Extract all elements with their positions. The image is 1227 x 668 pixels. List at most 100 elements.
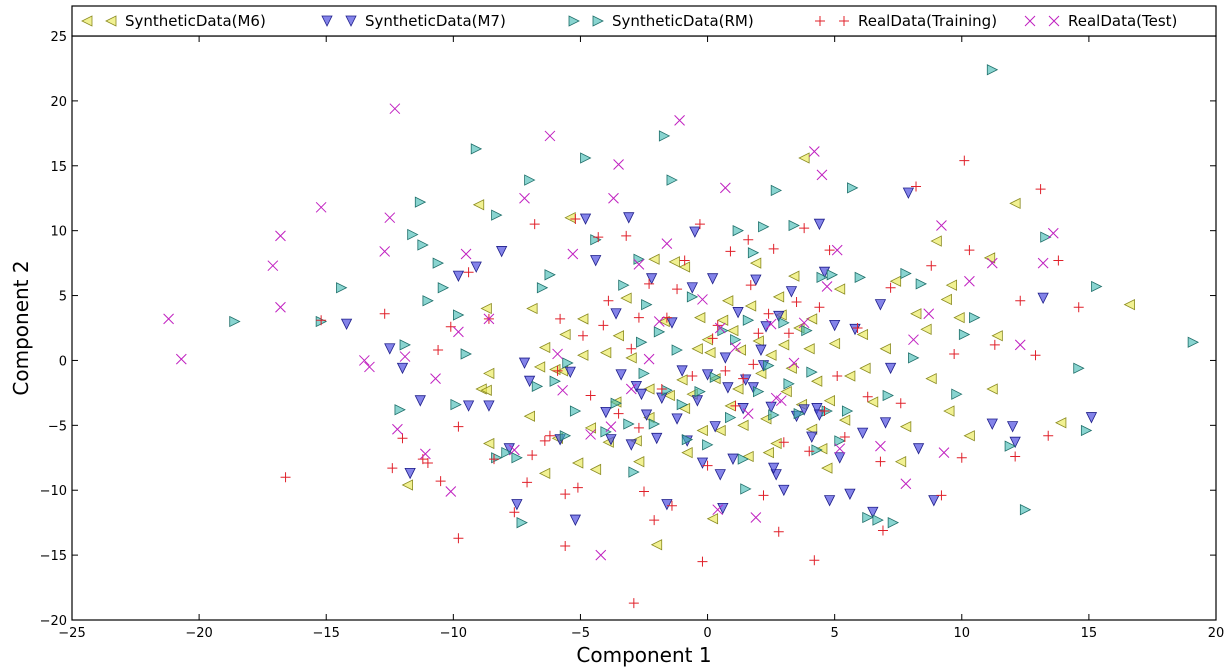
data-point bbox=[544, 430, 555, 441]
data-point bbox=[359, 355, 370, 366]
data-point bbox=[991, 330, 1003, 342]
data-point bbox=[671, 413, 683, 425]
data-point bbox=[841, 405, 854, 417]
legend-marker bbox=[839, 16, 849, 26]
data-point bbox=[379, 246, 391, 257]
data-point bbox=[894, 456, 907, 468]
data-point bbox=[788, 219, 800, 232]
data-point bbox=[1006, 421, 1019, 433]
data-point bbox=[570, 213, 581, 224]
data-point bbox=[470, 261, 482, 273]
x-tick-label: 15 bbox=[1081, 626, 1098, 641]
data-point bbox=[661, 238, 673, 249]
data-point bbox=[753, 328, 764, 339]
data-point bbox=[758, 490, 769, 501]
data-point bbox=[639, 486, 649, 497]
data-point bbox=[964, 275, 975, 287]
data-point bbox=[315, 201, 327, 213]
data-point bbox=[900, 478, 912, 490]
x-tick-label: 0 bbox=[703, 626, 711, 641]
data-point bbox=[839, 432, 850, 443]
data-point bbox=[798, 317, 810, 329]
data-point bbox=[364, 361, 375, 373]
data-point bbox=[859, 362, 871, 374]
y-tick-label: −5 bbox=[48, 419, 67, 434]
x-ticks: −25 −20 −15 −10 −5 0 5 10 15 20 bbox=[58, 36, 1224, 641]
data-point bbox=[732, 307, 744, 319]
data-point bbox=[732, 383, 744, 395]
data-point bbox=[452, 270, 465, 282]
data-point bbox=[618, 279, 630, 291]
data-point bbox=[704, 347, 716, 359]
data-point bbox=[1030, 350, 1041, 361]
data-point bbox=[316, 315, 327, 326]
data-point bbox=[404, 467, 416, 480]
data-point bbox=[816, 271, 828, 284]
data-point bbox=[653, 326, 666, 338]
data-point bbox=[463, 267, 474, 278]
data-point bbox=[489, 454, 500, 465]
data-point bbox=[1073, 362, 1085, 374]
data-point bbox=[882, 389, 894, 402]
data-point bbox=[1091, 280, 1103, 293]
data-point bbox=[600, 426, 612, 438]
data-point bbox=[1080, 424, 1093, 437]
data-point bbox=[689, 226, 701, 238]
data-point bbox=[625, 383, 637, 395]
data-point bbox=[844, 488, 856, 501]
data-point bbox=[768, 243, 779, 254]
legend: SyntheticData(M6) SyntheticData(M7) Synthe… bbox=[71, 5, 1217, 37]
data-point bbox=[1014, 339, 1026, 351]
data-point bbox=[810, 375, 823, 387]
data-point bbox=[585, 429, 596, 440]
data-point bbox=[714, 322, 726, 334]
y-tick-label: −10 bbox=[40, 484, 67, 499]
data-point bbox=[453, 421, 464, 432]
data-point bbox=[758, 221, 770, 233]
data-point bbox=[768, 409, 780, 421]
data-point bbox=[748, 359, 759, 370]
legend-label: RealData(Training) bbox=[858, 12, 997, 30]
data-point bbox=[445, 486, 457, 497]
data-point bbox=[613, 159, 624, 170]
data-point bbox=[694, 219, 705, 230]
data-point bbox=[691, 343, 703, 355]
data-point bbox=[559, 430, 572, 442]
data-point bbox=[732, 225, 744, 237]
data-point bbox=[844, 370, 856, 382]
data-point bbox=[450, 398, 462, 411]
data-point bbox=[697, 294, 708, 305]
data-point bbox=[569, 514, 582, 526]
data-point bbox=[721, 295, 734, 307]
data-point bbox=[770, 184, 783, 197]
legend-marker bbox=[592, 15, 604, 27]
data-point bbox=[806, 431, 818, 443]
data-point bbox=[777, 339, 790, 351]
x-axis-label: Component 1 bbox=[576, 643, 711, 667]
data-point bbox=[435, 476, 446, 487]
data-point bbox=[793, 408, 805, 420]
data-point bbox=[422, 457, 433, 468]
data-point bbox=[926, 260, 937, 271]
data-point bbox=[672, 284, 683, 295]
data-point bbox=[819, 406, 830, 417]
data-point bbox=[644, 278, 655, 289]
data-point bbox=[742, 314, 755, 326]
data-point bbox=[936, 490, 947, 501]
data-point bbox=[821, 281, 833, 292]
data-point bbox=[920, 323, 932, 335]
data-point bbox=[483, 367, 495, 380]
data-point bbox=[661, 499, 673, 511]
data-point bbox=[399, 339, 411, 351]
data-point bbox=[749, 257, 762, 269]
data-point bbox=[778, 317, 790, 329]
y-axis-label: Component 2 bbox=[9, 260, 33, 395]
data-point bbox=[384, 343, 396, 355]
data-point bbox=[938, 447, 950, 458]
data-point bbox=[470, 143, 483, 155]
data-point bbox=[747, 247, 760, 259]
data-point bbox=[847, 182, 859, 194]
data-point bbox=[175, 353, 187, 365]
data-point bbox=[785, 286, 798, 298]
